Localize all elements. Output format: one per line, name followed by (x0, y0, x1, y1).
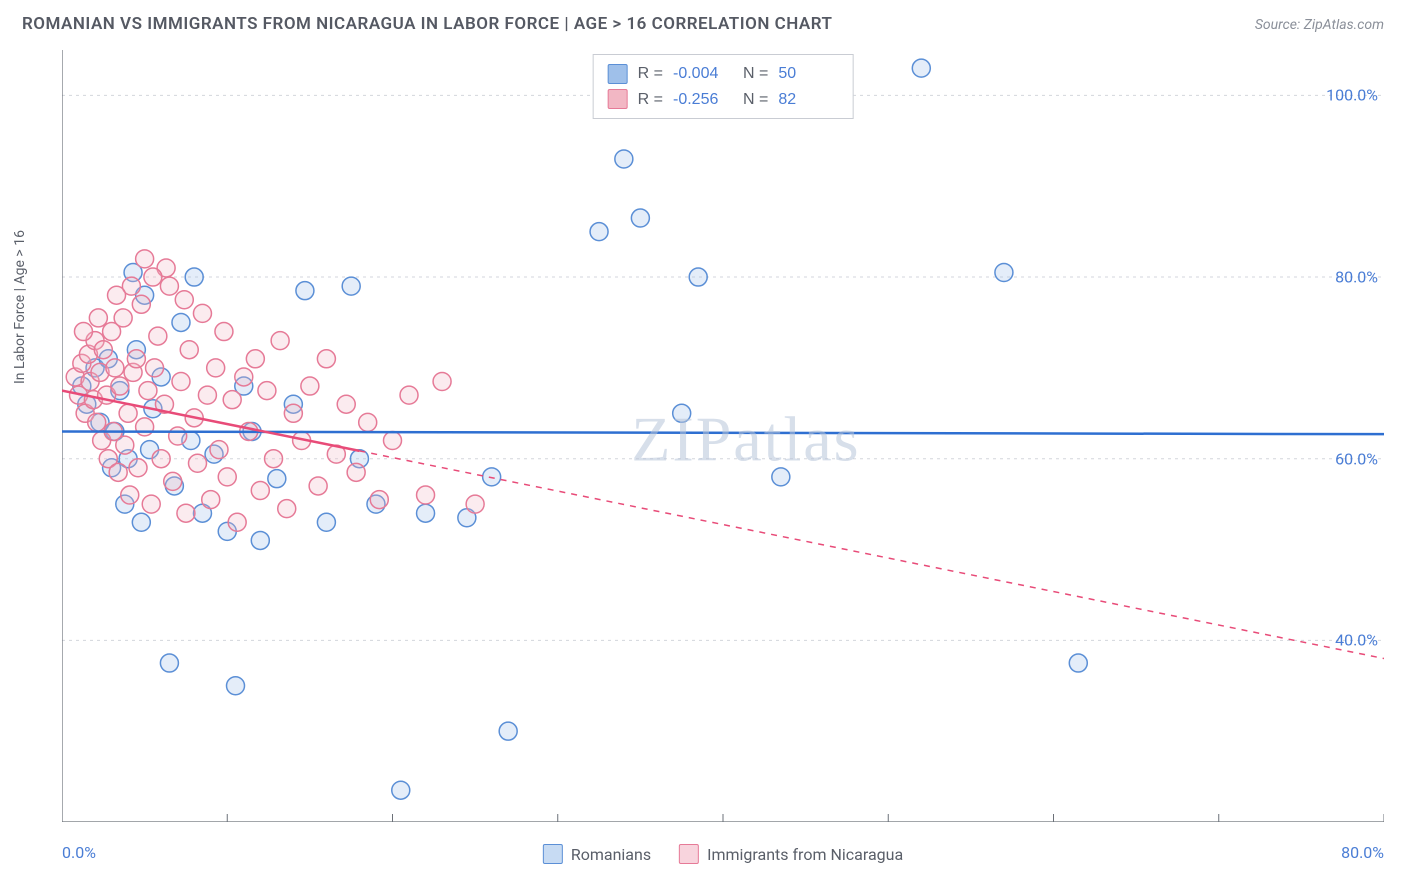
chart-title: ROMANIAN VS IMMIGRANTS FROM NICARAGUA IN… (22, 14, 832, 34)
chart-container: In Labor Force | Age > 16 ZIPatlas R = -… (22, 50, 1384, 872)
y-axis-label: In Labor Force | Age > 16 (12, 230, 28, 384)
correlation-row: R = -0.256 N = 82 (608, 87, 839, 113)
stat-label: N = (743, 61, 768, 87)
stat-label: N = (743, 87, 768, 113)
stat-value: -0.004 (673, 61, 733, 87)
swatch-icon (679, 844, 699, 864)
correlation-row: R = -0.004 N = 50 (608, 61, 839, 87)
stat-value: 82 (778, 87, 838, 113)
stat-value: 50 (778, 61, 838, 87)
y-tick-label: 60.0% (1335, 449, 1378, 468)
y-tick-label: 100.0% (1326, 86, 1378, 105)
legend-item: Romanians (543, 844, 651, 864)
stat-value: -0.256 (673, 87, 733, 113)
swatch-icon (543, 844, 563, 864)
correlation-legend: R = -0.004 N = 50 R = -0.256 N = 82 (593, 54, 854, 119)
legend-label: Immigrants from Nicaragua (707, 845, 903, 864)
swatch-icon (608, 64, 628, 84)
series-legend: Romanians Immigrants from Nicaragua (543, 844, 903, 864)
x-axis-max-label: 80.0% (1341, 843, 1384, 862)
swatch-icon (608, 89, 628, 109)
source-credit: Source: ZipAtlas.com (1255, 17, 1384, 33)
x-axis-min-label: 0.0% (62, 843, 96, 862)
legend-item: Immigrants from Nicaragua (679, 844, 903, 864)
x-axis-row: 0.0% 80.0% Romanians Immigrants from Nic… (62, 822, 1384, 872)
y-tick-label: 40.0% (1335, 631, 1378, 650)
stat-label: R = (638, 61, 663, 87)
stat-label: R = (638, 87, 663, 113)
plot-area: ZIPatlas R = -0.004 N = 50 R = -0.256 N … (62, 50, 1384, 822)
legend-label: Romanians (571, 845, 651, 864)
y-tick-label: 80.0% (1335, 268, 1378, 287)
